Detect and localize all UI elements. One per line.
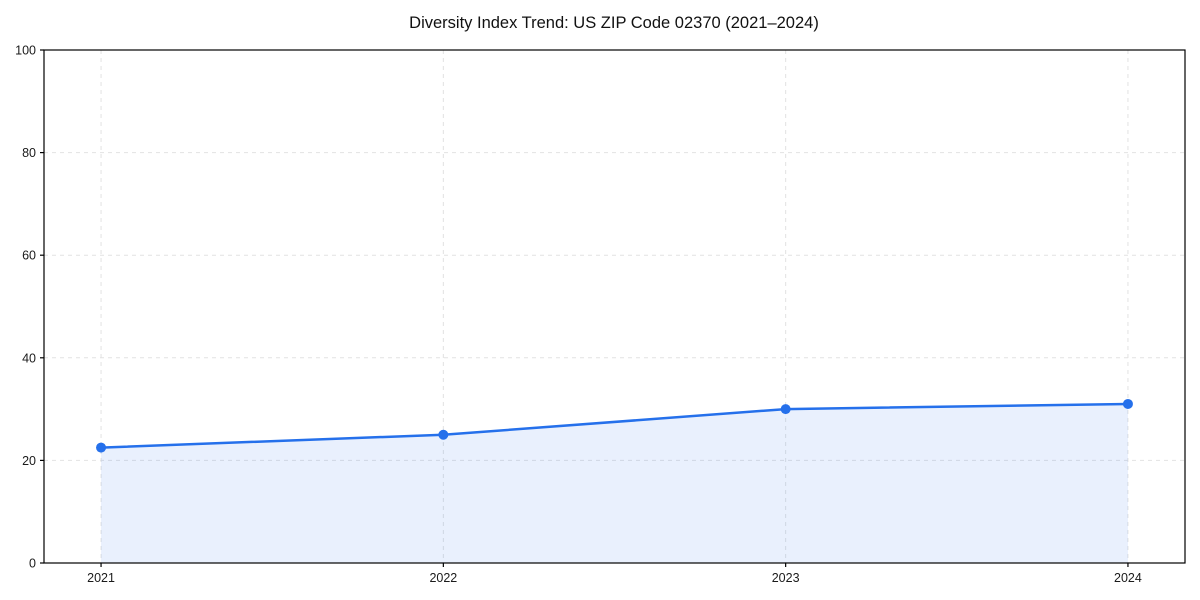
x-tick-label: 2023 (772, 571, 800, 585)
series-area-fill (101, 403, 1128, 563)
series-line (99, 402, 1130, 449)
y-tick-label: 20 (22, 454, 36, 468)
chart-title: Diversity Index Trend: US ZIP Code 02370… (409, 14, 819, 32)
tick-labels-layer: 2021 2022 2023 2024 0 20 40 60 80 100 (15, 44, 1142, 586)
x-tick-label: 2022 (429, 571, 457, 585)
axes-layer (40, 49, 1186, 567)
area-fill-layer (101, 403, 1128, 563)
y-tick-label: 40 (22, 351, 36, 365)
y-tick-label: 0 (29, 557, 36, 571)
data-point-marker (1122, 398, 1133, 409)
y-tick-label: 80 (22, 146, 36, 160)
data-line-layer (99, 402, 1130, 449)
plot-border (43, 49, 1186, 564)
data-point-marker (438, 429, 449, 440)
y-tick-label: 60 (22, 249, 36, 263)
data-point-marker (780, 404, 791, 415)
y-tick-label: 100 (15, 44, 36, 58)
x-tick-label: 2021 (87, 571, 115, 585)
data-point-marker (96, 442, 107, 453)
data-point-markers-layer (96, 398, 1133, 453)
x-tick-label: 2024 (1114, 571, 1142, 585)
